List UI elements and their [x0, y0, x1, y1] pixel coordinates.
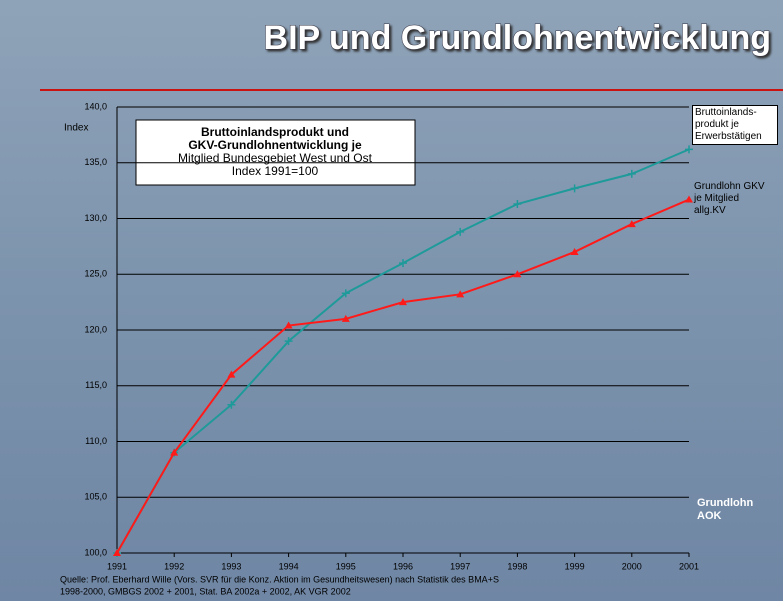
marker — [570, 184, 579, 193]
x-tick-label: 1991 — [107, 561, 127, 571]
source-text: Quelle: Prof. Eberhard Wille (Vors. SVR … — [60, 574, 499, 584]
x-tick-label: 1998 — [507, 561, 527, 571]
marker — [227, 370, 236, 378]
x-tick-label: 1995 — [336, 561, 356, 571]
marker — [513, 200, 522, 209]
y-tick-label: 100,0 — [84, 547, 107, 557]
y-tick-label: 120,0 — [84, 324, 107, 334]
series-line — [116, 148, 690, 554]
marker — [513, 270, 522, 278]
y-tick-label: 135,0 — [84, 157, 107, 167]
legend-entry: Bruttoinlands-produkt je Erwerbstätigen — [692, 105, 778, 145]
annotation-line: Index 1991=100 — [232, 164, 319, 178]
x-tick-label: 1996 — [393, 561, 413, 571]
series-line — [116, 198, 690, 554]
marker — [627, 220, 636, 228]
marker — [685, 195, 693, 203]
marker — [113, 549, 121, 556]
annotation-line: Bruttoinlandsprodukt und — [201, 125, 349, 139]
marker — [570, 247, 579, 255]
marker — [284, 321, 293, 329]
marker — [341, 314, 350, 322]
marker — [627, 169, 636, 178]
x-tick-label: 1992 — [164, 561, 184, 571]
y-tick-label: 125,0 — [84, 269, 107, 279]
marker — [456, 227, 465, 236]
y-tick-label: 110,0 — [85, 436, 107, 446]
annotation-line: GKV-Grundlohnentwicklung je — [188, 138, 362, 152]
marker — [399, 259, 407, 268]
x-tick-label: 1993 — [221, 561, 241, 571]
x-tick-label: 1994 — [279, 561, 299, 571]
annotation-line: Mitglied Bundesgebiet West und Ost — [178, 151, 373, 165]
y-tick-label: 115,0 — [85, 380, 107, 390]
marker — [284, 337, 293, 346]
y-axis-label: Index — [64, 123, 88, 134]
legend-entry: Grundlohn GKV je Mitglied allg.KV — [694, 181, 765, 216]
marker — [341, 289, 350, 298]
marker — [170, 448, 179, 456]
x-tick-label: 2001 — [679, 561, 699, 571]
marker — [685, 145, 693, 154]
slide-title: BIP und Grundlohnentwicklung — [264, 19, 771, 57]
marker — [456, 290, 465, 298]
y-tick-label: 140,0 — [84, 101, 107, 111]
y-tick-label: 130,0 — [84, 213, 107, 223]
source-text: 1998-2000, GMBGS 2002 + 2001, Stat. BA 2… — [60, 586, 351, 596]
annotation-box — [135, 119, 416, 186]
x-tick-label: 1997 — [450, 561, 470, 571]
x-tick-label: 1999 — [565, 561, 585, 571]
x-tick-label: 2000 — [622, 561, 642, 571]
marker — [399, 298, 407, 306]
marker — [227, 400, 236, 409]
y-tick-label: 105,0 — [84, 492, 107, 502]
logo-text: Grundlohn AOK — [697, 497, 754, 522]
